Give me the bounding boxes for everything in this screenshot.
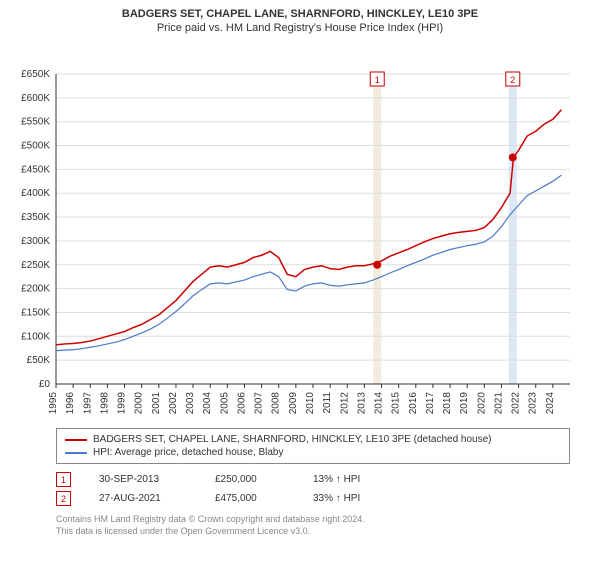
svg-text:2019: 2019 <box>459 392 470 415</box>
svg-text:2001: 2001 <box>151 392 162 415</box>
chart-title-main: BADGERS SET, CHAPEL LANE, SHARNFORD, HIN… <box>0 8 600 20</box>
svg-text:£650K: £650K <box>21 69 50 80</box>
svg-text:2014: 2014 <box>374 392 385 415</box>
svg-text:2016: 2016 <box>408 392 419 415</box>
svg-text:2012: 2012 <box>339 392 350 415</box>
svg-text:2002: 2002 <box>168 392 179 415</box>
svg-text:£100K: £100K <box>21 331 50 342</box>
svg-text:2005: 2005 <box>219 392 230 415</box>
svg-text:2009: 2009 <box>288 392 299 415</box>
svg-text:£250K: £250K <box>21 260 50 271</box>
svg-text:£50K: £50K <box>27 355 51 366</box>
svg-text:£450K: £450K <box>21 164 50 175</box>
chart-container: £0 £50K £100K £150K £200K £250K £300K £350K £400… <box>0 34 600 424</box>
svg-text:£550K: £550K <box>21 117 50 128</box>
svg-text:2010: 2010 <box>305 392 316 415</box>
footer-line-2: This data is licensed under the Open Gov… <box>56 526 570 538</box>
marker-date-2: 27-AUG-2021 <box>99 493 187 504</box>
legend-swatch-2 <box>65 452 87 454</box>
chart-title-sub: Price paid vs. HM Land Registry's House … <box>0 22 600 34</box>
marker-price-2: £475,000 <box>215 493 285 504</box>
marker-date-1: 30-SEP-2013 <box>99 474 187 485</box>
marker-badge-1: 1 <box>56 472 71 487</box>
marker-badge-2: 2 <box>56 491 71 506</box>
svg-text:2024: 2024 <box>545 392 556 415</box>
svg-text:£300K: £300K <box>21 236 50 247</box>
svg-text:2013: 2013 <box>356 392 367 415</box>
marker-hpi-2: 33% ↑ HPI <box>313 493 393 504</box>
svg-text:£400K: £400K <box>21 188 50 199</box>
marker-row: 1 30-SEP-2013 £250,000 13% ↑ HPI <box>56 470 570 489</box>
footer-line-1: Contains HM Land Registry data © Crown c… <box>56 514 570 526</box>
marker-price-1: £250,000 <box>215 474 285 485</box>
chart-svg: £0 £50K £100K £150K £200K £250K £300K £350K £400… <box>0 34 600 424</box>
svg-text:2003: 2003 <box>185 392 196 415</box>
svg-text:2007: 2007 <box>254 392 265 415</box>
markers-section: 1 30-SEP-2013 £250,000 13% ↑ HPI 2 27-AU… <box>56 470 570 508</box>
svg-text:1: 1 <box>375 75 380 85</box>
svg-text:£0: £0 <box>39 379 51 390</box>
svg-text:1997: 1997 <box>82 392 93 415</box>
svg-text:2006: 2006 <box>236 392 247 415</box>
svg-text:2021: 2021 <box>493 392 504 415</box>
svg-text:2017: 2017 <box>425 392 436 415</box>
svg-text:2023: 2023 <box>528 392 539 415</box>
svg-text:2008: 2008 <box>271 392 282 415</box>
legend-label-2: HPI: Average price, detached house, Blab… <box>93 447 284 458</box>
marker-hpi-1: 13% ↑ HPI <box>313 474 393 485</box>
legend-box: BADGERS SET, CHAPEL LANE, SHARNFORD, HIN… <box>56 428 570 464</box>
svg-text:2000: 2000 <box>134 392 145 415</box>
footer: Contains HM Land Registry data © Crown c… <box>56 514 570 537</box>
svg-text:2011: 2011 <box>322 392 333 414</box>
svg-text:£500K: £500K <box>21 141 50 152</box>
svg-text:1996: 1996 <box>65 392 76 415</box>
legend-label-1: BADGERS SET, CHAPEL LANE, SHARNFORD, HIN… <box>93 434 492 445</box>
svg-text:2022: 2022 <box>511 392 522 415</box>
svg-text:£600K: £600K <box>21 93 50 104</box>
svg-text:2: 2 <box>510 75 515 85</box>
marker-row: 2 27-AUG-2021 £475,000 33% ↑ HPI <box>56 489 570 508</box>
svg-text:1995: 1995 <box>48 392 59 415</box>
legend-swatch-1 <box>65 439 87 441</box>
svg-text:£150K: £150K <box>21 307 50 318</box>
svg-text:2020: 2020 <box>476 392 487 415</box>
legend-row: BADGERS SET, CHAPEL LANE, SHARNFORD, HIN… <box>65 433 561 446</box>
svg-text:1999: 1999 <box>117 392 128 415</box>
svg-text:2018: 2018 <box>442 392 453 415</box>
svg-text:1998: 1998 <box>99 392 110 415</box>
svg-text:£350K: £350K <box>21 212 50 223</box>
svg-text:2015: 2015 <box>391 392 402 415</box>
svg-text:£200K: £200K <box>21 284 50 295</box>
svg-text:2004: 2004 <box>202 392 213 415</box>
legend-row: HPI: Average price, detached house, Blab… <box>65 446 561 459</box>
